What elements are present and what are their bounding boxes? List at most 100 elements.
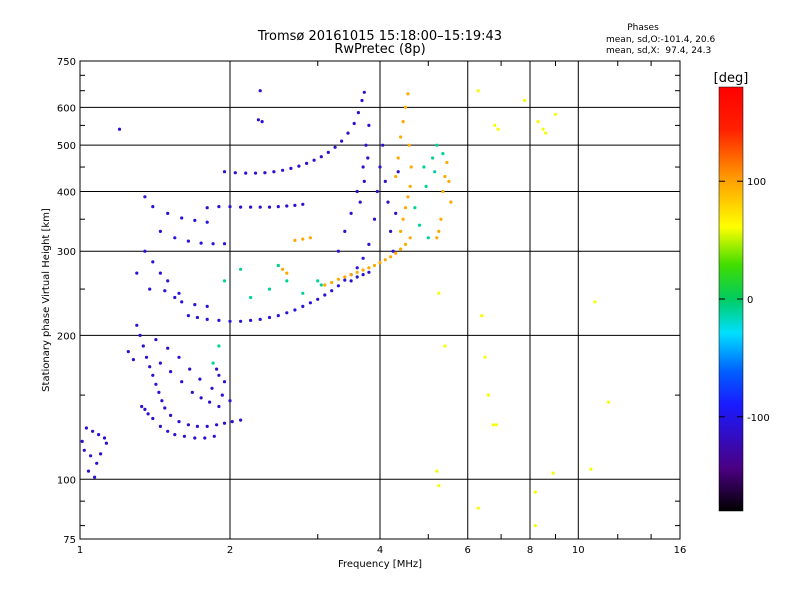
data-point: [293, 308, 297, 312]
data-point: [323, 293, 327, 297]
data-point: [301, 291, 305, 295]
data-point: [437, 484, 441, 488]
legend-title: Phases: [627, 23, 659, 33]
data-point: [160, 399, 164, 403]
data-point: [435, 469, 439, 473]
data-point: [301, 237, 305, 241]
x-tick-label: 16: [674, 545, 687, 556]
data-point: [84, 426, 88, 430]
data-point: [378, 165, 382, 169]
data-point: [367, 270, 371, 274]
data-point: [367, 123, 371, 127]
data-point: [93, 475, 97, 479]
data-point: [198, 377, 202, 381]
data-point: [293, 238, 297, 242]
data-point: [190, 390, 194, 394]
data-point: [138, 333, 142, 337]
data-point: [362, 90, 366, 94]
data-point: [217, 205, 221, 209]
data-point: [163, 289, 167, 293]
data-point: [211, 361, 215, 365]
data-point: [146, 412, 150, 416]
data-point: [195, 424, 199, 428]
data-point: [249, 295, 253, 300]
data-point: [437, 291, 441, 295]
data-point: [361, 165, 365, 169]
data-point: [82, 448, 86, 452]
x-tick-label: 1: [77, 545, 83, 556]
data-point: [316, 279, 320, 283]
data-point: [330, 280, 334, 285]
data-point: [346, 131, 350, 135]
data-point: [422, 165, 426, 169]
data-point: [367, 242, 371, 246]
data-point: [447, 179, 451, 183]
data-point: [522, 98, 527, 103]
data-point: [215, 423, 219, 427]
data-point: [361, 268, 365, 272]
data-point: [163, 406, 167, 410]
data-point: [409, 165, 413, 169]
data-point: [143, 249, 147, 253]
data-point: [180, 216, 184, 220]
data-point: [253, 171, 258, 175]
data-point: [95, 461, 99, 465]
data-point: [135, 271, 139, 275]
data-point: [491, 423, 495, 427]
data-point: [336, 284, 340, 288]
data-point: [244, 171, 248, 175]
data-point: [323, 283, 327, 287]
data-point: [441, 152, 445, 156]
data-point: [276, 314, 280, 318]
x-tick-label: 8: [527, 545, 533, 556]
data-point: [239, 267, 243, 271]
data-point: [394, 211, 398, 215]
data-point: [169, 370, 173, 374]
data-point: [166, 211, 170, 215]
data-point: [443, 174, 447, 179]
data-point: [272, 170, 276, 174]
data-point: [158, 424, 162, 428]
data-point: [343, 229, 347, 233]
data-point: [389, 255, 393, 259]
data-point: [606, 400, 611, 404]
data-point: [372, 217, 377, 221]
data-point: [239, 418, 243, 422]
data-point: [399, 229, 403, 233]
legend-line-o: mean, sd,O:-101.4, 20.6: [606, 35, 716, 45]
data-point: [182, 434, 186, 438]
y-tick-label: 500: [57, 141, 76, 152]
data-point: [360, 98, 364, 103]
data-point: [349, 273, 353, 277]
data-point: [151, 373, 155, 377]
data-point: [177, 420, 181, 424]
data-point: [217, 373, 221, 377]
data-point: [86, 469, 91, 473]
data-point: [362, 179, 366, 183]
data-point: [406, 195, 410, 199]
data-point: [222, 279, 227, 283]
data-point: [276, 205, 280, 209]
data-point: [486, 393, 490, 397]
data-point: [417, 223, 422, 227]
data-point: [195, 315, 199, 320]
data-point: [381, 143, 385, 147]
data-point: [401, 217, 405, 221]
data-point: [403, 242, 408, 246]
data-point: [157, 390, 161, 394]
data-point: [217, 404, 221, 409]
x-axis-label: Frequency [MHz]: [338, 559, 422, 570]
data-point: [386, 200, 390, 204]
y-axis-ticks: 75 100 200 300 400 500 600 750: [57, 57, 680, 546]
x-tick-label: 4: [377, 545, 383, 556]
data-point: [541, 127, 545, 131]
data-point: [193, 218, 197, 222]
data-point: [316, 297, 320, 301]
data-point: [301, 202, 305, 206]
data-point: [352, 121, 356, 126]
data-point: [140, 404, 144, 409]
data-point: [431, 156, 435, 160]
data-point: [445, 160, 449, 165]
data-point: [544, 131, 548, 135]
